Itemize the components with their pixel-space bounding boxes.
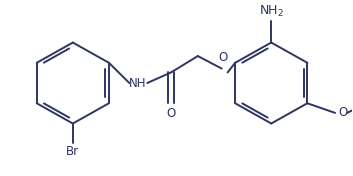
Text: O: O: [166, 107, 176, 120]
Text: Br: Br: [66, 145, 79, 158]
Text: NH$_2$: NH$_2$: [259, 4, 284, 19]
Text: O: O: [218, 51, 227, 64]
Text: NH: NH: [128, 77, 146, 90]
Text: O: O: [338, 106, 347, 119]
